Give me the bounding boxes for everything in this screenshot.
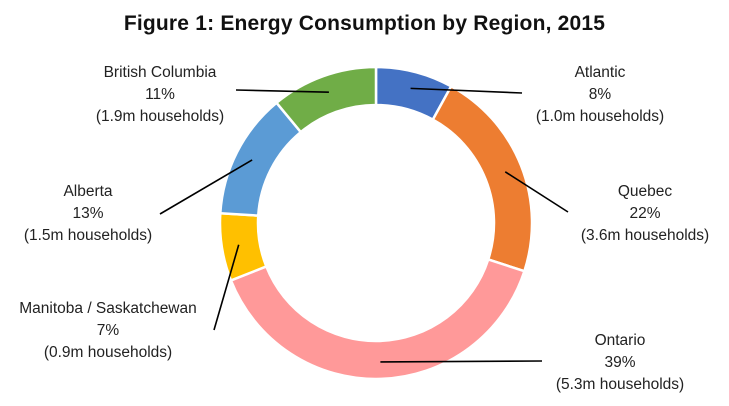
data-label-atlantic: Atlantic 8% (1.0m households)	[520, 62, 680, 128]
leader-line-manitoba-saskatchewan	[213, 244, 240, 331]
slice-ontario	[229, 257, 526, 381]
data-label-name: Alberta	[63, 183, 113, 200]
slice-manitoba-saskatchewan	[218, 211, 268, 283]
data-label-households: (1.9m households)	[95, 108, 225, 125]
data-label-households: (5.3m households)	[555, 376, 685, 393]
data-label-households: (1.5m households)	[23, 227, 153, 244]
data-label-percent: 39%	[604, 354, 636, 371]
leader-lines	[159, 87, 569, 363]
data-label-name: Ontario	[594, 332, 646, 349]
chart-title: Figure 1: Energy Consumption by Region, …	[123, 12, 606, 35]
data-label-percent: 8%	[588, 86, 612, 103]
data-label-percent: 22%	[629, 205, 661, 222]
leader-line-quebec	[504, 171, 569, 213]
leader-line-alberta	[159, 159, 253, 215]
leader-line-ontario	[380, 360, 543, 363]
data-label-name: Atlantic	[574, 64, 626, 81]
data-label-percent: 13%	[72, 205, 104, 222]
data-label-name: British Columbia	[103, 64, 217, 81]
leader-line-atlantic	[410, 87, 523, 94]
donut-slices	[218, 65, 534, 381]
leader-line-british-columbia	[235, 89, 329, 94]
data-label-british-columbia: British Columbia 11% (1.9m households)	[80, 62, 240, 128]
data-label-households: (1.0m households)	[535, 108, 665, 125]
data-label-quebec: Quebec 22% (3.6m households)	[565, 181, 725, 247]
slice-british-columbia	[274, 65, 378, 134]
data-label-percent: 7%	[96, 322, 120, 339]
data-label-percent: 11%	[145, 86, 175, 103]
data-label-manitoba-saskatchewan: Manitoba / Saskatchewan 7% (0.9m househo…	[2, 298, 214, 364]
data-label-alberta: Alberta 13% (1.5m households)	[8, 181, 168, 247]
data-label-households: (3.6m households)	[580, 227, 710, 244]
data-label-households: (0.9m households)	[43, 344, 173, 361]
data-label-name: Quebec	[617, 183, 673, 200]
data-label-ontario: Ontario 39% (5.3m households)	[540, 330, 700, 396]
data-label-name: Manitoba / Saskatchewan	[19, 300, 197, 317]
